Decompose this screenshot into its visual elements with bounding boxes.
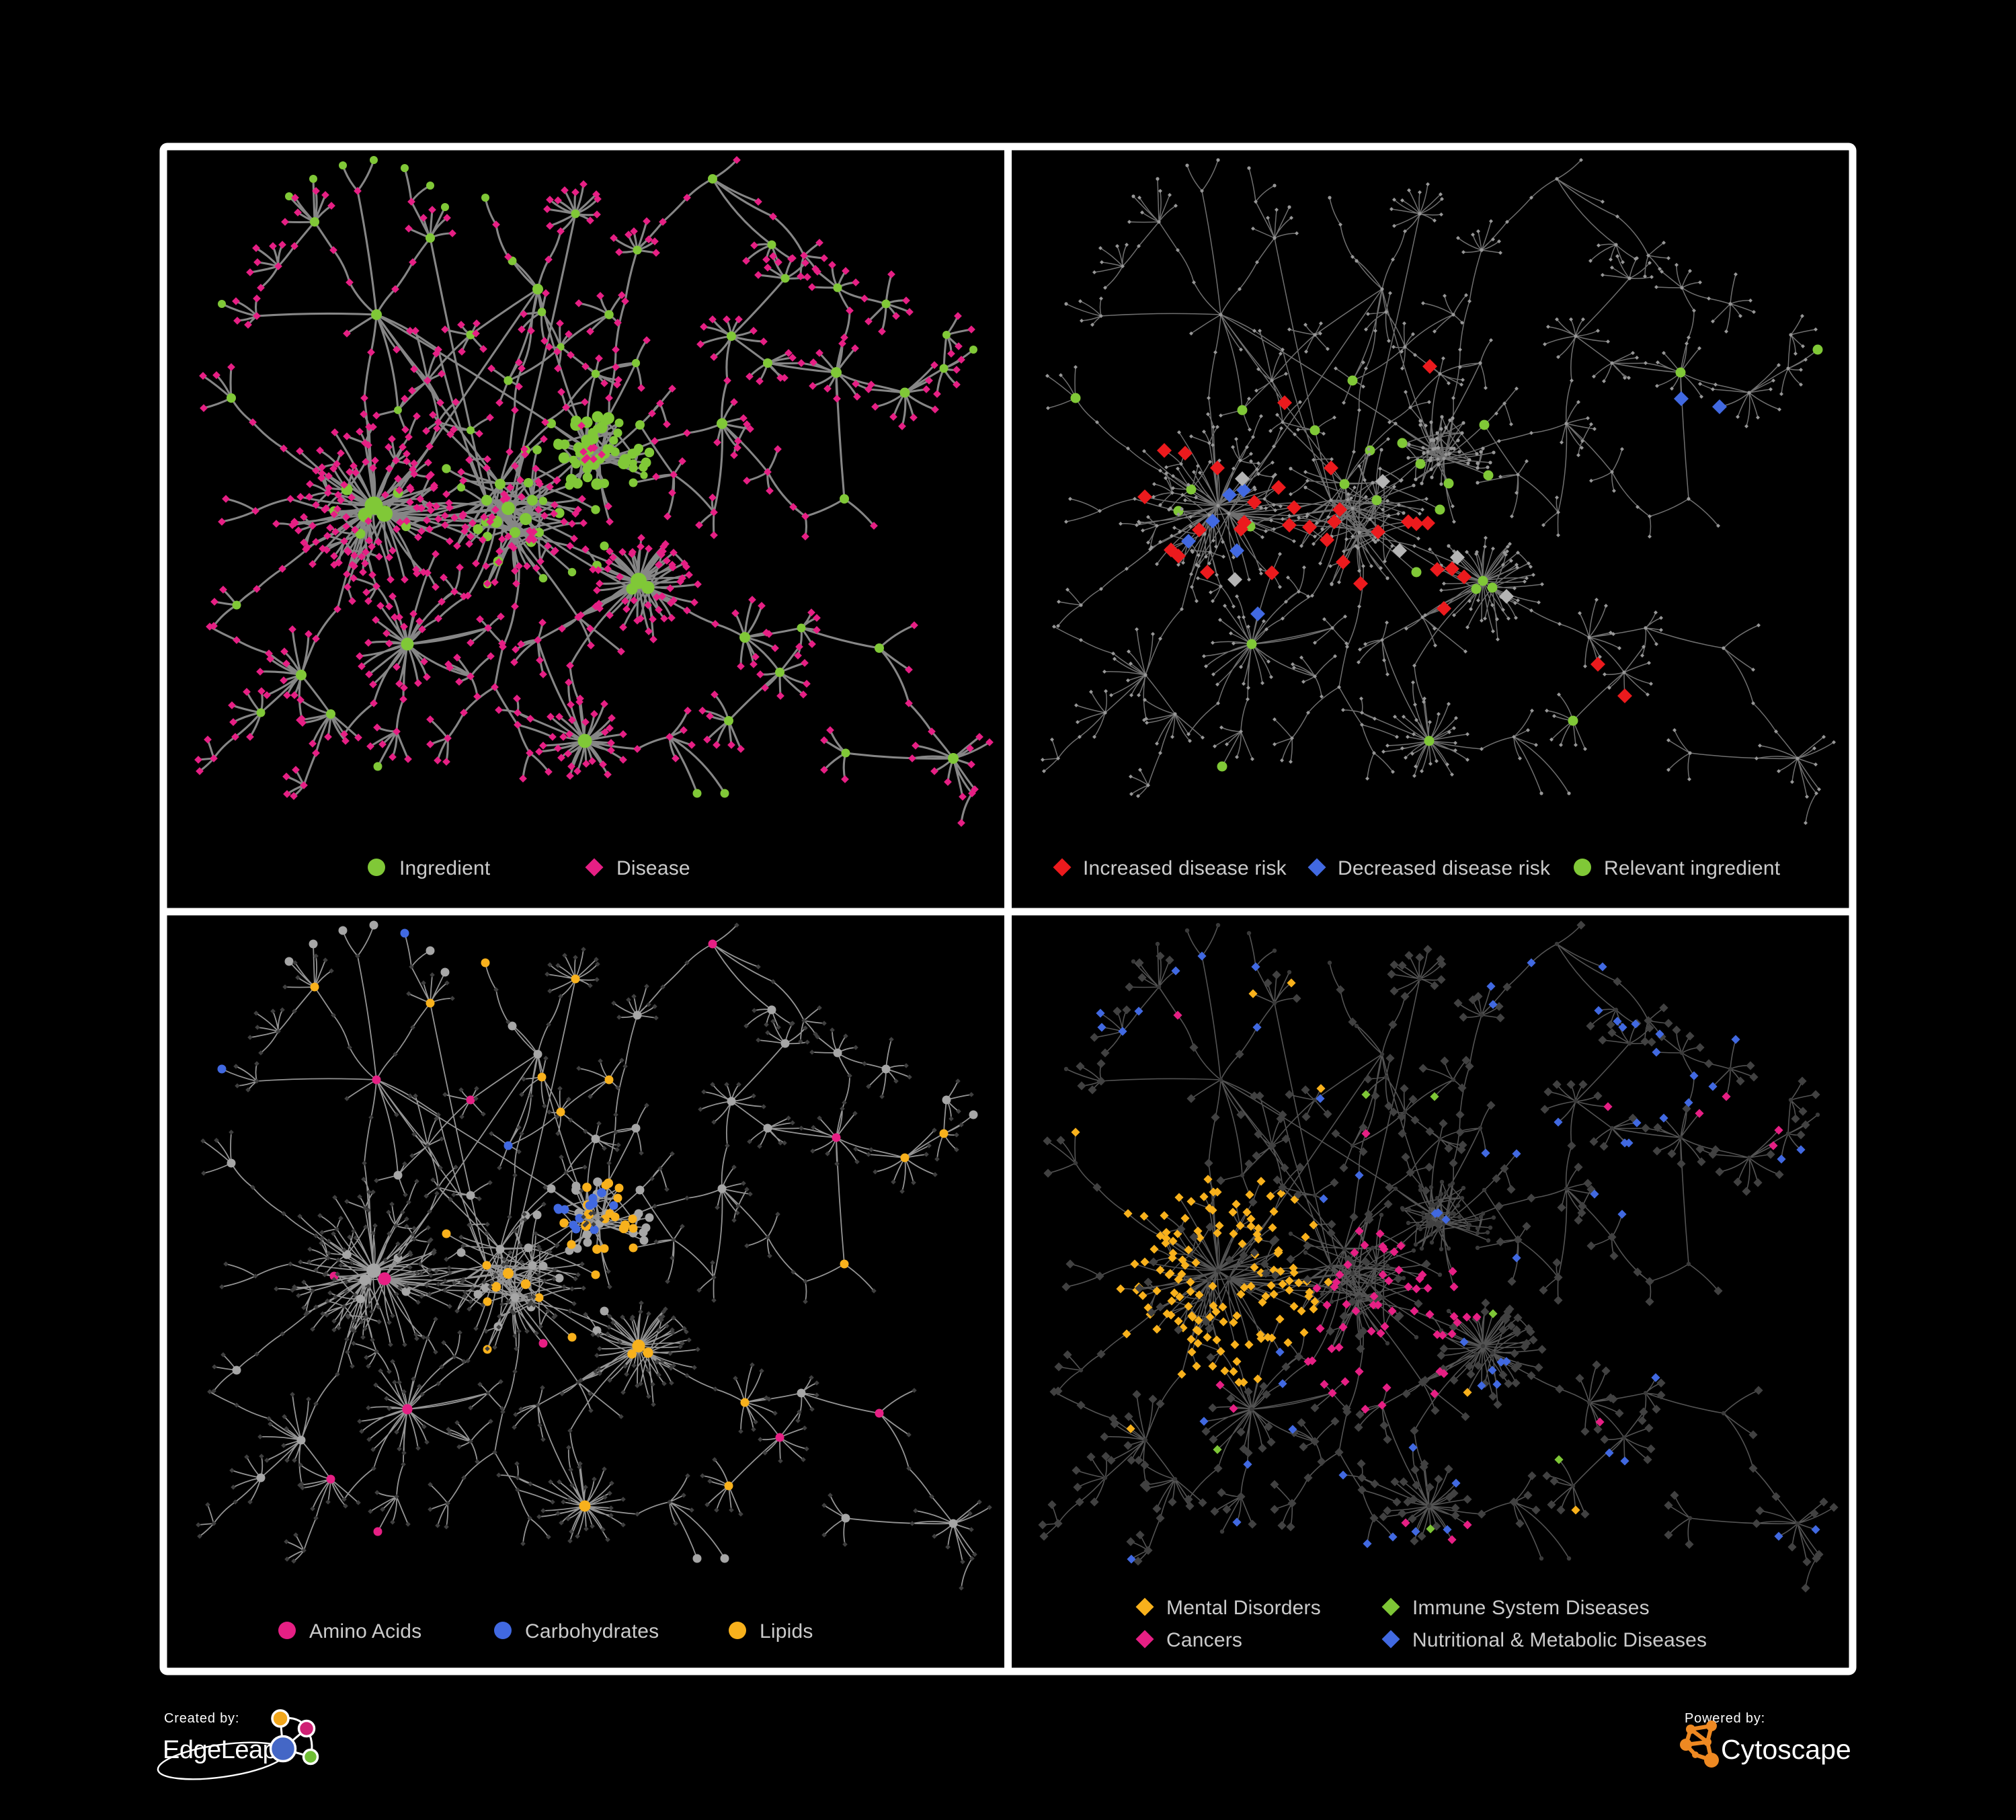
svg-text:Powered by:: Powered by: [1685,1711,1765,1726]
svg-text:Mental Disorders: Mental Disorders [1166,1597,1321,1619]
svg-text:Decreased disease risk: Decreased disease risk [1338,857,1551,879]
svg-text:Ingredient: Ingredient [399,857,491,879]
svg-text:Amino Acids: Amino Acids [309,1620,421,1643]
svg-text:Increased disease risk: Increased disease risk [1083,857,1287,879]
svg-text:Lipids: Lipids [760,1620,813,1643]
svg-text:Cytoscape: Cytoscape [1721,1734,1851,1765]
svg-text:Created by:: Created by: [164,1711,239,1726]
svg-text:Nutritional & Metabolic Diseas: Nutritional & Metabolic Diseases [1412,1629,1707,1651]
svg-text:Carbohydrates: Carbohydrates [525,1620,659,1643]
svg-text:Cancers: Cancers [1166,1629,1242,1651]
svg-text:Immune System Diseases: Immune System Diseases [1412,1597,1650,1619]
svg-text:Relevant ingredient: Relevant ingredient [1604,857,1781,879]
svg-text:EdgeLeap: EdgeLeap [163,1736,276,1764]
svg-text:Disease: Disease [616,857,690,879]
